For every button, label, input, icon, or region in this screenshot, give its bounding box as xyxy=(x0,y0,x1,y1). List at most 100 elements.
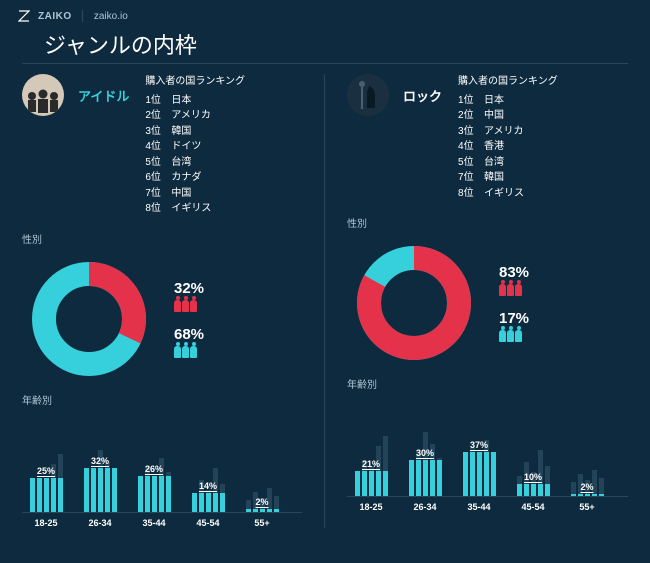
age-section: 21% 30% 37% 10% 2% 18-25 26-34 35-44 45-54 55+ xyxy=(347,405,628,512)
rank-country: カナダ xyxy=(171,170,201,186)
age-x-label: 35-44 xyxy=(457,502,501,512)
genre-icon xyxy=(22,74,64,116)
fg-bars xyxy=(459,452,499,496)
rank-row: 2位中国 xyxy=(458,108,558,124)
fg-bars xyxy=(242,509,282,512)
bar-value-label: 2% xyxy=(580,482,593,492)
gender-pct: 17% xyxy=(499,310,529,327)
age-x-label: 45-54 xyxy=(186,518,230,528)
rank-country: 中国 xyxy=(171,186,191,202)
rank-row: 4位ドイツ xyxy=(145,139,245,155)
rank-number: 8位 xyxy=(145,201,167,217)
gender-stats: 83% 17% xyxy=(499,264,529,342)
rank-country: アメリカ xyxy=(171,108,211,124)
rank-number: 5位 xyxy=(145,155,167,171)
rank-row: 3位アメリカ xyxy=(458,124,558,140)
page-title: ジャンルの内枠 xyxy=(22,24,628,64)
rank-number: 7位 xyxy=(145,186,167,202)
gender-stat: 68% xyxy=(174,326,204,358)
gender-stat: 32% xyxy=(174,280,204,312)
rank-country: 日本 xyxy=(171,93,191,109)
gender-section: 83% 17% xyxy=(347,236,628,370)
rank-number: 7位 xyxy=(458,170,480,186)
rank-number: 1位 xyxy=(458,93,480,109)
bar-value-label: 25% xyxy=(37,466,55,476)
fg-bars xyxy=(351,471,391,496)
gender-donut xyxy=(347,236,481,370)
age-x-label: 55+ xyxy=(565,502,609,512)
people-icons xyxy=(174,300,204,312)
rank-row: 4位香港 xyxy=(458,139,558,155)
genre-name: ロック xyxy=(403,74,442,105)
gender-section: 32% 68% xyxy=(22,252,302,386)
bar-value-label: 26% xyxy=(145,464,163,474)
age-bar-col: 25% xyxy=(24,422,68,512)
age-label: 年齢別 xyxy=(347,376,628,391)
bar-value-label: 14% xyxy=(199,481,217,491)
rank-country: ドイツ xyxy=(171,139,201,155)
genre-panel: アイドル購入者の国ランキング1位日本2位アメリカ3位韓国4位ドイツ5位台湾6位カ… xyxy=(0,74,325,528)
rank-country: 台湾 xyxy=(171,155,191,171)
gender-pct: 83% xyxy=(499,264,529,281)
age-bar-col: 30% xyxy=(403,406,447,496)
age-x-label: 26-34 xyxy=(403,502,447,512)
fg-bars xyxy=(567,494,607,496)
ranking-list: 購入者の国ランキング1位日本2位アメリカ3位韓国4位ドイツ5位台湾6位カナダ7位… xyxy=(145,74,245,217)
age-label: 年齢別 xyxy=(22,392,302,407)
age-x-label: 18-25 xyxy=(349,502,393,512)
gender-stat: 17% xyxy=(499,310,529,342)
fg-bars xyxy=(134,476,174,512)
bar-value-label: 10% xyxy=(524,472,542,482)
genre-panel: ロック購入者の国ランキング1位日本2位中国3位アメリカ4位香港5位台湾7位韓国8… xyxy=(325,74,650,528)
rank-country: 香港 xyxy=(484,139,504,155)
brand-text: ZAIKO xyxy=(38,11,72,22)
rank-country: 日本 xyxy=(484,93,504,109)
rank-row: 1位日本 xyxy=(145,93,245,109)
age-bar-col: 37% xyxy=(457,406,501,496)
rank-number: 8位 xyxy=(458,186,480,202)
rank-row: 1位日本 xyxy=(458,93,558,109)
rank-number: 2位 xyxy=(145,108,167,124)
ranking-title: 購入者の国ランキング xyxy=(458,74,558,90)
age-bars: 25%32%26%14%2% xyxy=(22,421,302,513)
bar-value-label: 2% xyxy=(255,497,268,507)
rank-row: 6位カナダ xyxy=(145,170,245,186)
site-url: zaiko.io xyxy=(94,11,128,22)
rank-row: 5位台湾 xyxy=(145,155,245,171)
rank-country: 中国 xyxy=(484,108,504,124)
rank-country: イギリス xyxy=(171,201,211,217)
age-x-labels: 18-25 26-34 35-44 45-54 55+ xyxy=(347,502,628,512)
logo-icon xyxy=(18,10,30,22)
rank-country: イギリス xyxy=(484,186,524,202)
age-bar-col: 2% xyxy=(240,422,284,512)
rank-row: 5位台湾 xyxy=(458,155,558,171)
genre-name: アイドル xyxy=(78,74,129,105)
fg-bars xyxy=(26,478,66,512)
age-bar-col: 2% xyxy=(565,406,609,496)
rank-number: 3位 xyxy=(458,124,480,140)
fg-bars xyxy=(405,460,445,496)
rank-number: 4位 xyxy=(458,139,480,155)
rank-number: 5位 xyxy=(458,155,480,171)
bar-value-label: 21% xyxy=(362,459,380,469)
rank-country: アメリカ xyxy=(484,124,524,140)
genre-icon xyxy=(347,74,389,116)
rank-number: 2位 xyxy=(458,108,480,124)
age-x-label: 45-54 xyxy=(511,502,555,512)
people-icons xyxy=(499,330,529,342)
rank-row: 7位韓国 xyxy=(458,170,558,186)
people-icons xyxy=(174,346,204,358)
gender-pct: 68% xyxy=(174,326,204,343)
age-x-labels: 18-2526-3435-4445-5455+ xyxy=(22,518,302,528)
rank-country: 韓国 xyxy=(484,170,504,186)
rank-row: 7位中国 xyxy=(145,186,245,202)
rank-country: 台湾 xyxy=(484,155,504,171)
age-x-label: 18-25 xyxy=(24,518,68,528)
rank-country: 韓国 xyxy=(171,124,191,140)
divider-pipe: │ xyxy=(80,11,86,22)
bar-value-label: 30% xyxy=(416,448,434,458)
rank-number: 4位 xyxy=(145,139,167,155)
panels-container: アイドル購入者の国ランキング1位日本2位アメリカ3位韓国4位ドイツ5位台湾6位カ… xyxy=(0,74,650,528)
gender-pct: 32% xyxy=(174,280,204,297)
rank-number: 6位 xyxy=(145,170,167,186)
